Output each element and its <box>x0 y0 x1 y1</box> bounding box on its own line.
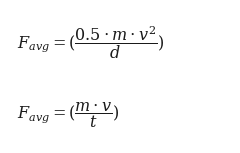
Text: $\mathit{F}_{avg} = (\dfrac{m \cdot v}{t})$: $\mathit{F}_{avg} = (\dfrac{m \cdot v}{t… <box>17 100 119 130</box>
Text: $\mathit{F}_{avg} = (\dfrac{0.5 \cdot m \cdot v^2}{d})$: $\mathit{F}_{avg} = (\dfrac{0.5 \cdot m … <box>17 24 165 61</box>
